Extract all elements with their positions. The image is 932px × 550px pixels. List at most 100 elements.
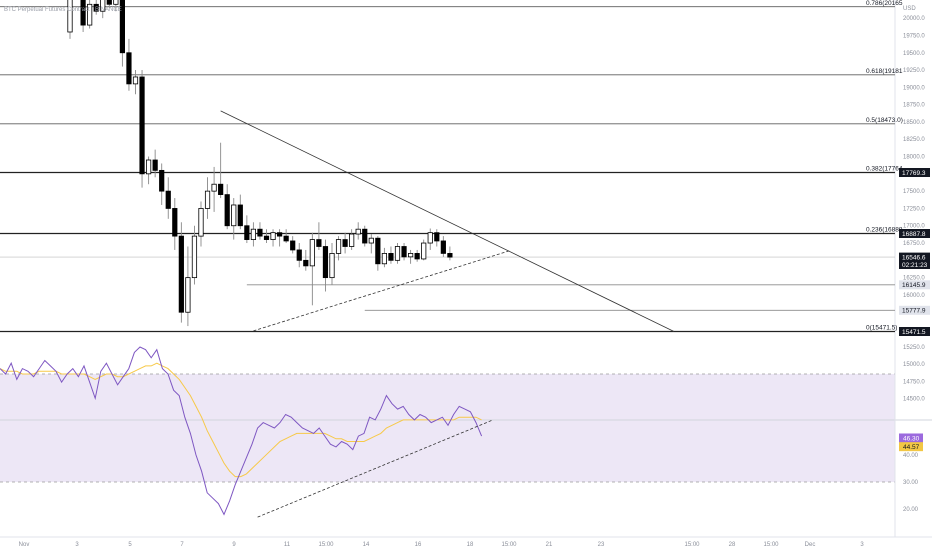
candle-down: [276, 232, 283, 237]
candle-down: [388, 253, 394, 261]
candle-up: [407, 253, 414, 258]
candle-down: [263, 235, 270, 240]
candle-down: [322, 246, 329, 279]
candle-down: [447, 253, 453, 258]
fib-label: 0.618(19181: [866, 68, 903, 75]
candle-up: [67, 0, 73, 33]
rsi-tick-label: 20.00: [903, 507, 919, 513]
candle-up: [145, 159, 152, 175]
symbol-title: BTC Perpetual Futures Contract · BINANCE: [4, 7, 122, 13]
rsi-tick-label: 30.00: [903, 480, 919, 486]
candle-down: [172, 208, 178, 237]
candle-down: [152, 159, 158, 171]
candle-up: [355, 228, 361, 235]
price-tick-label: 18500.0: [903, 120, 925, 126]
candle-down: [401, 246, 407, 258]
price-tag-text: 16887.8: [902, 231, 926, 238]
ma-value-text: 44.57: [903, 444, 920, 451]
candle-up: [335, 239, 342, 254]
candle-down: [80, 0, 86, 26]
candle-up: [427, 232, 433, 244]
candle-up: [250, 228, 256, 240]
candle-up: [185, 277, 191, 313]
time-tick-label: Nov: [19, 542, 30, 548]
candle-up: [381, 253, 388, 265]
rsi-band-layer: [0, 0, 932, 537]
price-tick-label: 19500.0: [903, 51, 925, 57]
price-tick-label: 16250.0: [903, 276, 925, 282]
candle-down: [414, 253, 420, 260]
candle-down: [434, 232, 440, 242]
candle-up: [211, 183, 217, 192]
price-tag: [899, 259, 930, 269]
price-tag-text: 15777.9: [902, 308, 926, 315]
candle-up: [349, 233, 355, 247]
candle-up: [309, 239, 315, 267]
price-tag-text: 02:21:23: [902, 262, 928, 269]
candle-down: [126, 52, 132, 85]
candle-down: [244, 225, 250, 240]
ma-value-tag: [899, 442, 923, 452]
candle-up: [198, 208, 204, 237]
candle-down: [159, 169, 165, 192]
candle-down: [93, 3, 99, 12]
time-tick-label: 23: [598, 542, 605, 548]
fib-label: 0.786(20165: [866, 0, 903, 7]
descending-trendline: [220, 110, 675, 332]
candle-down: [362, 228, 368, 244]
price-tick-label: 14750.0: [903, 379, 925, 385]
fib-label: 0.236(16888: [866, 227, 903, 234]
candle-down: [106, 0, 112, 5]
rsi-lines: [0, 346, 494, 518]
candle-up: [421, 242, 427, 260]
price-tick-label: 16000.0: [903, 293, 925, 299]
candle-down: [290, 240, 296, 251]
fib-label: 0.5(18473.0): [866, 117, 903, 124]
time-tick-label: 3: [860, 542, 864, 548]
fib-label: 0.382(17764: [866, 166, 903, 173]
candle-down: [375, 237, 381, 265]
time-tick-label: 28: [729, 542, 736, 548]
price-tag-text: 15471.5: [902, 329, 926, 336]
time-tick-label: 21: [546, 542, 553, 548]
candle-up: [329, 253, 335, 279]
rsi-value-tag: [899, 433, 923, 443]
rsi-value-text: 46.30: [903, 435, 920, 442]
price-tick-label: 16750.0: [903, 241, 925, 247]
price-tag-text: 16546.6: [902, 254, 926, 261]
candle-up: [100, 0, 106, 12]
trendlines: [220, 110, 675, 332]
candle-down: [283, 235, 289, 242]
candle-down: [139, 76, 145, 175]
time-tick-label: 15:00: [684, 542, 700, 548]
price-tick-label: 15250.0: [903, 345, 925, 351]
time-tick-label: 15:00: [501, 542, 517, 548]
rsi-line: [0, 346, 483, 516]
price-tick-label: 17250.0: [903, 206, 925, 212]
time-axis[interactable]: Nov 3 5 7 9 11 15:00 14 16 18 15:00 21 23 15:00 28 15:0…: [0, 536, 932, 548]
price-tag: [899, 305, 930, 315]
candle-down: [440, 240, 446, 254]
candle-up: [191, 235, 198, 279]
price-tag: [899, 168, 930, 178]
rsi-tick-label: 40.00: [903, 453, 919, 459]
rsi-band: [0, 374, 895, 482]
candle-down: [218, 183, 224, 195]
price-tag: [899, 280, 930, 290]
candle-down: [303, 259, 309, 267]
price-tick-label: 14500.0: [903, 397, 925, 403]
candle-down: [296, 249, 302, 261]
time-tick-label: 9: [232, 542, 236, 548]
candle-down: [178, 235, 184, 313]
time-tick-label: 18: [467, 542, 474, 548]
price-tick-label: 19750.0: [903, 33, 925, 39]
time-tick-label: Dec: [805, 542, 816, 548]
price-tick-label: 17000.0: [903, 224, 925, 230]
time-tick-label: 16: [415, 542, 422, 548]
candle-down: [257, 228, 263, 237]
candle-down: [165, 190, 171, 209]
candle-up: [368, 237, 374, 244]
price-tick-label: 18250.0: [903, 137, 925, 143]
candle-up: [87, 3, 93, 26]
